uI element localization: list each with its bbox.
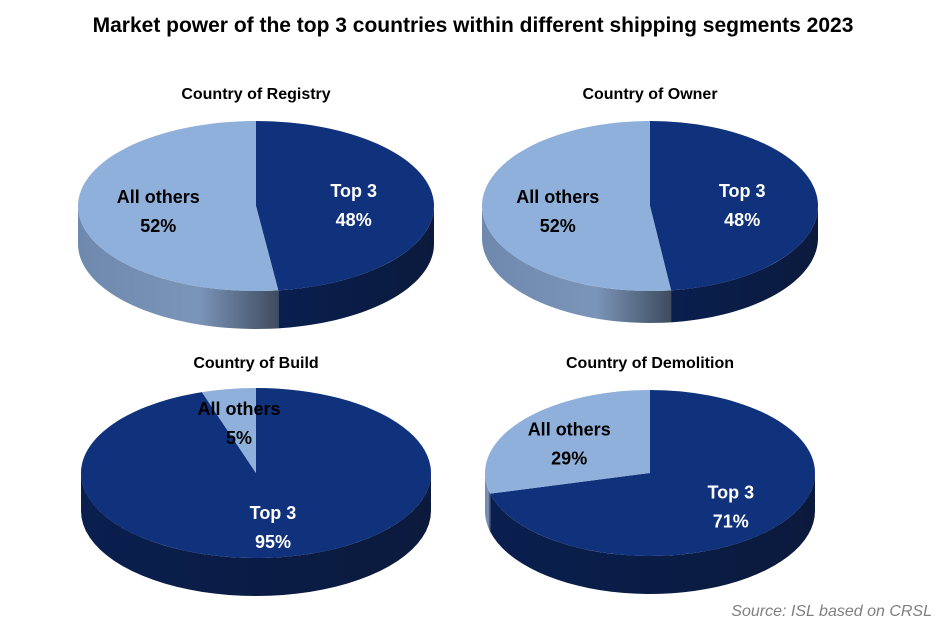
pie-slice-1: [482, 121, 672, 291]
pie-label-0: Top 3 95%: [250, 503, 297, 552]
pie-label-0: Top 3 48%: [330, 181, 377, 230]
pie-title: Country of Demolition: [566, 355, 734, 372]
pie-label-0: Top 3 71%: [707, 483, 754, 532]
pie-title: Country of Build: [193, 355, 318, 372]
pie-side-1: [482, 206, 672, 323]
pie-slice-1: [201, 388, 256, 473]
pie-title: Country of Registry: [181, 86, 330, 103]
source-note: Source: ISL based on CRSL: [731, 603, 932, 620]
pie-side-1: [78, 206, 279, 329]
pie-title: Country of Owner: [582, 86, 717, 103]
pie-slice-0: [80, 388, 431, 558]
pie-label-1: All others 52%: [516, 187, 599, 236]
pie-label-1: All others 5%: [197, 399, 280, 448]
pie-side-0: [81, 473, 431, 596]
pie-slice-0: [490, 390, 815, 557]
pie-demolition: Country of Demolition Top 3 71% All others…: [484, 355, 815, 594]
pie-owner: Country of Owner Top 3 48% All others 52%: [482, 86, 819, 323]
pie-side-0: [278, 206, 434, 329]
pie-slice-1: [484, 389, 650, 494]
pie-label-1: All others 52%: [117, 187, 200, 236]
pie-side-0: [490, 473, 815, 594]
pie-slice-0: [256, 121, 435, 291]
pie-side-1: [485, 473, 491, 532]
pie-label-1: All others 29%: [528, 420, 611, 469]
pie-label-0: Top 3 48%: [719, 181, 766, 230]
chart-title: Market power of the top 3 countries with…: [92, 14, 854, 37]
pie-slice-1: [78, 121, 279, 291]
pie-side-0: [671, 206, 818, 323]
pie-slice-0: [650, 121, 819, 291]
pie-build: Country of Build Top 3 95% All others 5%: [80, 355, 431, 596]
pie-registry: Country of Registry Top 3 48% All others 52…: [78, 86, 435, 329]
